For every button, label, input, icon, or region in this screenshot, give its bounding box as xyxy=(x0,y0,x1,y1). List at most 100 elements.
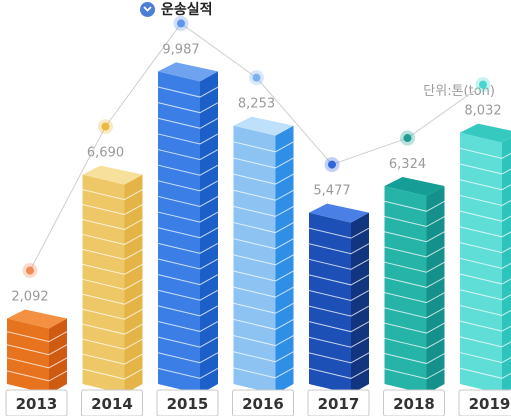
bar-segment-line xyxy=(157,289,219,301)
bar xyxy=(459,123,511,395)
bar-segment-line xyxy=(157,133,219,145)
year-label-box xyxy=(383,389,445,416)
data-point xyxy=(252,73,261,82)
year-label: 2016 xyxy=(242,395,284,413)
bar-segment-line xyxy=(233,270,294,282)
bar-top-face xyxy=(460,123,511,143)
data-point xyxy=(403,134,412,143)
bar-segment-line xyxy=(157,274,219,286)
labels-group: 2013 2,092 2014 6,690 2015 9,987 2016 8,253 2017… xyxy=(5,42,511,416)
bar xyxy=(308,203,370,394)
bar-segment-line xyxy=(157,164,219,176)
year-label-box xyxy=(5,389,68,416)
bar-segment-line xyxy=(233,367,294,379)
bar-segment-line xyxy=(157,320,219,333)
bar-segment-line xyxy=(384,337,445,349)
chart-title-area: 운송실적 xyxy=(140,0,213,18)
bar-segment-line xyxy=(233,302,294,314)
bar-segment-line xyxy=(459,179,511,191)
bar-segment-line xyxy=(384,276,445,288)
bar-segment-line xyxy=(157,258,219,270)
bar xyxy=(384,177,445,394)
value-label: 2,092 xyxy=(11,290,48,305)
bar-segment-line xyxy=(157,305,219,317)
bar-segment-line xyxy=(6,370,68,382)
value-label: 8,253 xyxy=(238,97,275,112)
bar-segment-line xyxy=(233,222,294,234)
data-point xyxy=(479,80,487,89)
bar-side-face xyxy=(426,186,445,394)
bar-segment-line xyxy=(308,321,370,333)
bar-segment-line xyxy=(459,289,511,301)
year-label: 2019 xyxy=(469,395,511,413)
bar-segment-line xyxy=(308,274,370,286)
bar-segment-line xyxy=(157,352,219,364)
bar-top-face xyxy=(158,62,218,82)
bar-segment-line xyxy=(233,205,294,217)
bar xyxy=(82,165,143,394)
trend-line-group xyxy=(22,15,491,279)
bar-segment-line xyxy=(82,338,143,350)
bar-segment-line xyxy=(384,200,445,212)
bar-front-face xyxy=(7,318,49,394)
chart-title: 운송실적 xyxy=(161,2,213,18)
bar-segment-line xyxy=(233,286,294,298)
bar-segment-line xyxy=(384,261,445,273)
bar-segment-line xyxy=(82,293,143,305)
bar-segment-line xyxy=(82,308,143,320)
bar-segment-line xyxy=(459,273,511,285)
unit-label: 단위:톤(ton) xyxy=(423,84,495,99)
bar-segment-line xyxy=(157,149,219,161)
bar-segment-line xyxy=(308,243,370,255)
data-point xyxy=(101,122,110,131)
bar-segment-line xyxy=(384,231,445,243)
bar-segment-line xyxy=(157,211,219,223)
bar-segment-line xyxy=(6,331,68,343)
year-label-box xyxy=(458,389,511,416)
bar-segment-line xyxy=(459,304,511,316)
bar-segment-line xyxy=(459,257,511,269)
value-label: 5,477 xyxy=(313,184,350,199)
bar-segment-line xyxy=(82,204,143,216)
bar-segment-line xyxy=(308,367,370,379)
bar-segment-line xyxy=(233,157,294,169)
bar-segment-line xyxy=(233,141,294,153)
data-point xyxy=(26,266,34,275)
bar-segment-line xyxy=(233,238,294,250)
year-label: 2015 xyxy=(167,395,209,413)
bar-segment-line xyxy=(308,305,370,317)
bar-segment-line xyxy=(157,102,219,114)
year-label: 2014 xyxy=(91,395,133,413)
bar-segment-line xyxy=(233,318,294,330)
bar-front-face xyxy=(309,212,351,394)
year-label-box xyxy=(81,389,143,416)
bar-segment-line xyxy=(384,246,445,258)
year-label-box xyxy=(307,389,370,416)
bar-segment-line xyxy=(233,173,294,185)
bar-segment-line xyxy=(157,86,219,98)
bar-top-face xyxy=(233,116,294,136)
bar xyxy=(6,309,68,394)
bar-segment-line xyxy=(308,352,370,364)
bar-segment-line xyxy=(308,336,370,348)
bar-segment-line xyxy=(82,323,143,335)
value-label: 9,987 xyxy=(162,42,199,57)
bar-segment-line xyxy=(308,227,370,239)
bar-segment-line xyxy=(459,210,511,222)
bar-segment-line xyxy=(459,147,511,159)
bar-segment-line xyxy=(459,163,511,175)
bar-side-face xyxy=(49,318,67,394)
bar-segment-line xyxy=(233,351,294,363)
bar-segment-line xyxy=(459,320,511,332)
year-label: 2018 xyxy=(393,395,435,413)
bar-segment-line xyxy=(384,292,445,304)
bars-group xyxy=(6,62,511,395)
chevron-down-icon[interactable] xyxy=(140,1,155,17)
bar-segment-line xyxy=(82,278,143,290)
bar-segment-line xyxy=(6,357,68,369)
bar-segment-line xyxy=(384,216,445,228)
bar-segment-line xyxy=(308,258,370,270)
value-label: 8,032 xyxy=(464,104,501,119)
bar xyxy=(157,62,219,395)
